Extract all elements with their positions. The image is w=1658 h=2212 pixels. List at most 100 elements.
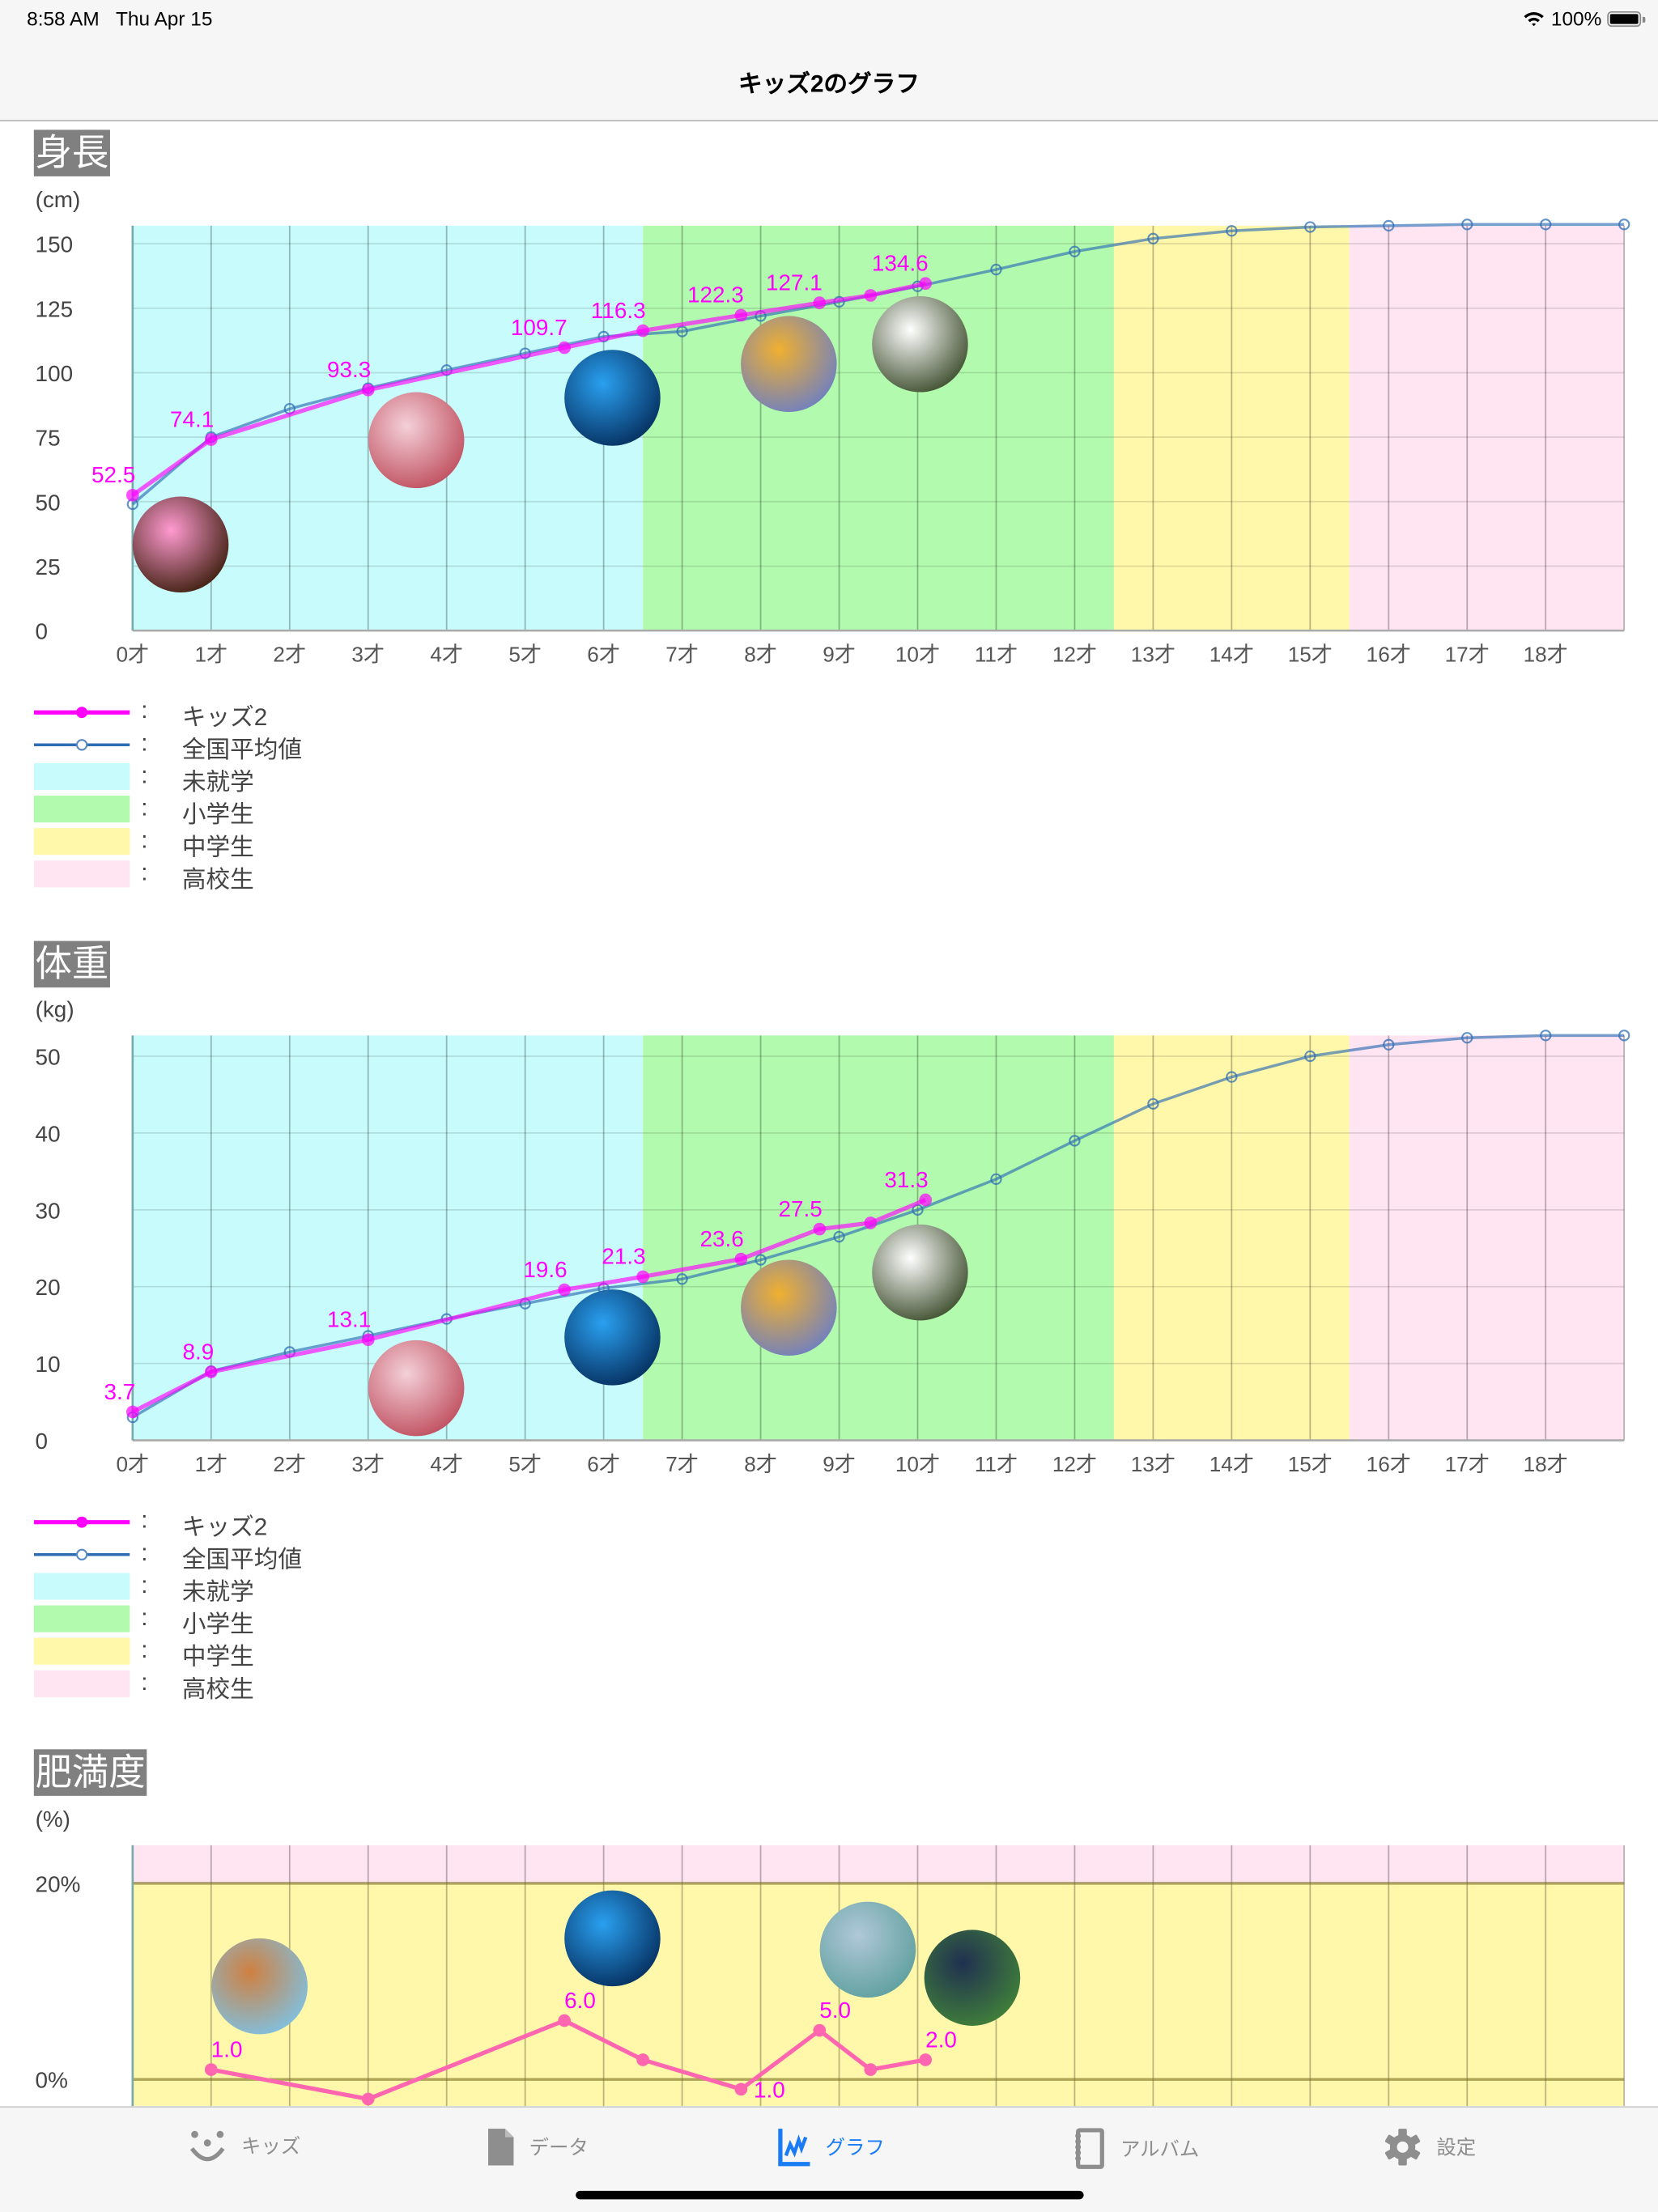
y-tick-label: 30: [36, 1198, 61, 1223]
average-point: [1618, 1030, 1630, 1042]
x-tick-label: 9才: [823, 1452, 856, 1476]
y-tick-label: 150: [36, 232, 74, 257]
legend-colon: :: [141, 1539, 148, 1566]
tab-graph[interactable]: グラフ: [777, 2127, 885, 2167]
tab-data[interactable]: データ: [487, 2127, 589, 2167]
y-tick-label: 0%: [36, 2068, 68, 2093]
data-label: 122.3: [687, 282, 744, 308]
x-tick-label: 11才: [975, 1452, 1018, 1476]
photo-thumbnail: [924, 1930, 1021, 2026]
average-point: [1304, 221, 1316, 233]
x-tick-label: 13才: [1131, 1452, 1175, 1476]
data-label: 27.5: [779, 1196, 823, 1221]
y-tick-label: 40: [36, 1121, 61, 1146]
chart-icon: [778, 2129, 810, 2167]
kid-point: [558, 341, 571, 355]
battery-icon: [1607, 11, 1646, 27]
tab-settings[interactable]: 設定: [1383, 2127, 1476, 2167]
x-tick-label: 16才: [1367, 1452, 1411, 1476]
kid-point: [125, 488, 139, 502]
kid-point: [361, 384, 375, 397]
data-label: 31.3: [884, 1167, 928, 1192]
battery-percent: 100%: [1550, 6, 1602, 30]
y-tick-label: 20%: [36, 1871, 81, 1896]
legend-colon: :: [141, 697, 148, 724]
tab-label: キッズ: [241, 2134, 301, 2158]
height-unit: (cm): [35, 189, 81, 214]
kid-point: [204, 2063, 218, 2076]
x-tick-label: 0才: [117, 642, 150, 666]
weight-chart: 0 10 20 30 40 50 0才 1才 2才 3才 4才 5才 6才 7才 8才 9才 10才 11才 12才…: [36, 1030, 1630, 1476]
tab-kids[interactable]: キッズ: [188, 2127, 300, 2163]
legend-label: キッズ2: [181, 1514, 268, 1541]
legend-colon: :: [141, 1668, 148, 1696]
average-point: [990, 1173, 1002, 1186]
x-tick-label: 6才: [587, 1452, 620, 1476]
y-tick-label: 50: [36, 490, 61, 515]
photo-thumbnail: [564, 350, 661, 446]
y-tick-label: 20: [36, 1275, 61, 1300]
average-point: [1069, 1135, 1081, 1147]
obesity-chart: 20% 0% 1.0 6.0 1.0 5.0 2.0: [36, 1845, 1626, 2107]
photo-thumbnail: [741, 316, 837, 412]
tab-album[interactable]: アルバム: [1073, 2127, 1199, 2169]
data-label: 74.1: [170, 406, 214, 431]
x-tick-label: 3才: [351, 642, 385, 666]
x-tick-label: 4才: [430, 1452, 463, 1476]
band-3: [1349, 225, 1625, 631]
legend-swatch: [33, 1670, 130, 1697]
average-point: [1147, 232, 1159, 244]
photo-thumbnail: [132, 496, 229, 593]
data-label: 21.3: [602, 1244, 645, 1269]
date: Thu Apr 15: [116, 6, 213, 30]
kid-point: [125, 1405, 139, 1419]
kid-point: [813, 1222, 827, 1236]
average-point: [833, 1230, 845, 1243]
kid-point: [864, 289, 878, 302]
x-tick-label: 17才: [1445, 1452, 1490, 1476]
photo-thumbnail: [211, 1938, 308, 2035]
photo-thumbnail: [819, 1901, 916, 1998]
legend-swatch: [33, 1605, 130, 1632]
x-tick-label: 8才: [744, 642, 777, 666]
legend-colon: :: [141, 1506, 148, 1534]
page-title: キッズ2のグラフ: [738, 70, 920, 98]
average-point: [1461, 1032, 1473, 1044]
kid-point: [734, 308, 748, 322]
photo-thumbnail: [564, 1890, 661, 1987]
wifi-icon: [1524, 12, 1545, 27]
band-3: [1349, 1035, 1625, 1441]
x-tick-label: 12才: [1052, 642, 1097, 666]
data-label: 8.9: [183, 1339, 215, 1364]
x-tick-label: 14才: [1209, 642, 1254, 666]
legend-label: 高校生: [181, 866, 254, 894]
kid-point: [361, 1333, 375, 1347]
kid-point: [813, 2023, 827, 2037]
band-2: [1113, 225, 1350, 631]
legend-colon: :: [141, 794, 148, 822]
legend-label: 小学生: [181, 801, 254, 829]
home-indicator[interactable]: [576, 2190, 1084, 2200]
y-tick-label: 100: [36, 361, 74, 386]
photo-thumbnail: [872, 296, 968, 393]
data-label: 1.0: [211, 2036, 243, 2061]
legend-label: キッズ2: [181, 703, 268, 731]
average-point: [1461, 219, 1473, 231]
legend-colon: :: [141, 1603, 148, 1631]
data-label: 6.0: [564, 1988, 596, 2013]
kid-point: [919, 2053, 933, 2066]
legend-swatch: [33, 1540, 130, 1567]
legend-label: 中学生: [181, 834, 254, 861]
x-tick-label: 11才: [975, 642, 1018, 666]
x-tick-label: 1才: [194, 1452, 227, 1476]
x-tick-label: 10才: [895, 642, 940, 666]
legend-swatch: [33, 860, 130, 888]
legend-colon: :: [141, 859, 148, 886]
height-chart: 0 25 50 75 100 125 150 0才 1才 2才 3才 4才 5才 6才 7才 8才 9才 10才 1…: [36, 219, 1630, 666]
status-time: 8:58 AM Thu Apr 15: [27, 7, 212, 30]
data-label: 2.0: [925, 2027, 957, 2052]
legend-label: 未就学: [181, 1578, 254, 1606]
x-tick-label: 6才: [587, 642, 620, 666]
x-tick-label: 2才: [273, 1452, 306, 1476]
